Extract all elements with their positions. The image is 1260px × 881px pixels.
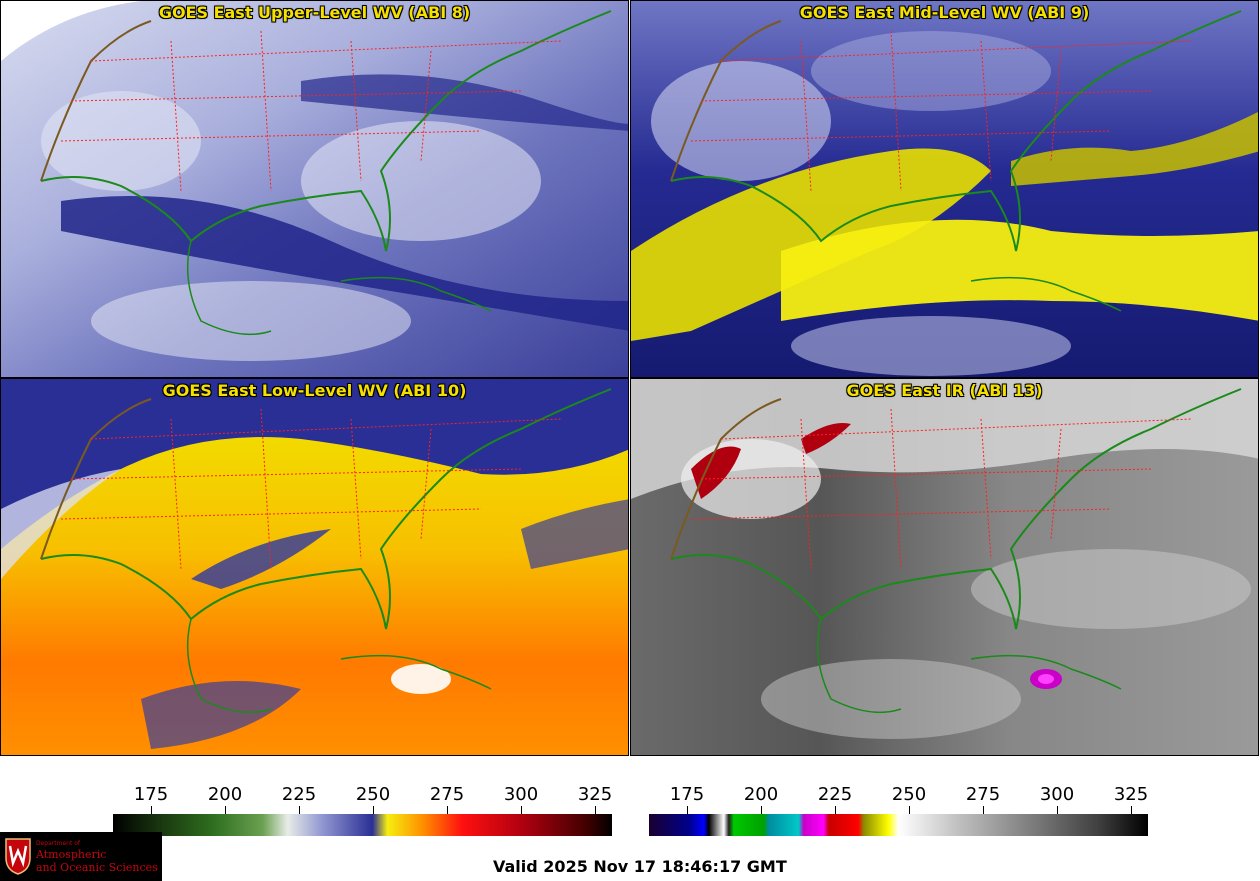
ir-tick-225: 225 — [817, 784, 853, 805]
logo-department: Department of — [36, 840, 80, 847]
ir-image — [631, 379, 1258, 755]
low-level-wv-image — [1, 379, 628, 755]
ir-tick-200: 200 — [743, 784, 779, 805]
wv-colorbar-ticks: 175 200 225 250 275 300 325 — [0, 784, 630, 814]
panel-ir: GOES East IR (ABI 13) — [630, 378, 1259, 756]
logo-line-2: and Oceanic Sciences — [36, 861, 158, 874]
ir-tick-325: 325 — [1113, 784, 1149, 805]
wv-tick-275: 275 — [429, 784, 465, 805]
mid-level-wv-title: GOES East Mid-Level WV (ABI 9) — [799, 3, 1090, 22]
aos-logo: Department of Atmospheric and Oceanic Sc… — [0, 832, 162, 881]
ir-colorbar — [649, 814, 1148, 836]
wv-tick-250: 250 — [355, 784, 391, 805]
ir-tick-175: 175 — [669, 784, 705, 805]
wv-tick-325: 325 — [577, 784, 613, 805]
wv-tick-300: 300 — [503, 784, 539, 805]
logo-line-1: Atmospheric — [36, 848, 107, 861]
ir-tick-275: 275 — [965, 784, 1001, 805]
valid-time: Valid 2025 Nov 17 18:46:17 GMT — [493, 857, 787, 876]
panel-upper-level-wv: GOES East Upper-Level WV (ABI 8) — [0, 0, 629, 378]
ir-tick-250: 250 — [891, 784, 927, 805]
wv-tick-175: 175 — [133, 784, 169, 805]
upper-level-wv-image — [1, 1, 628, 377]
mid-level-wv-image — [631, 1, 1258, 377]
panel-low-level-wv: GOES East Low-Level WV (ABI 10) — [0, 378, 629, 756]
panel-mid-level-wv: GOES East Mid-Level WV (ABI 9) — [630, 0, 1259, 378]
wv-tick-200: 200 — [207, 784, 243, 805]
wv-tick-225: 225 — [281, 784, 317, 805]
uw-crest-icon — [5, 838, 31, 875]
ir-tick-300: 300 — [1039, 784, 1075, 805]
low-level-wv-title: GOES East Low-Level WV (ABI 10) — [162, 381, 467, 400]
ir-title: GOES East IR (ABI 13) — [846, 381, 1043, 400]
wv-colorbar — [113, 814, 612, 836]
upper-level-wv-title: GOES East Upper-Level WV (ABI 8) — [158, 3, 471, 22]
ir-colorbar-ticks: 175 200 225 250 275 300 325 — [630, 784, 1260, 814]
